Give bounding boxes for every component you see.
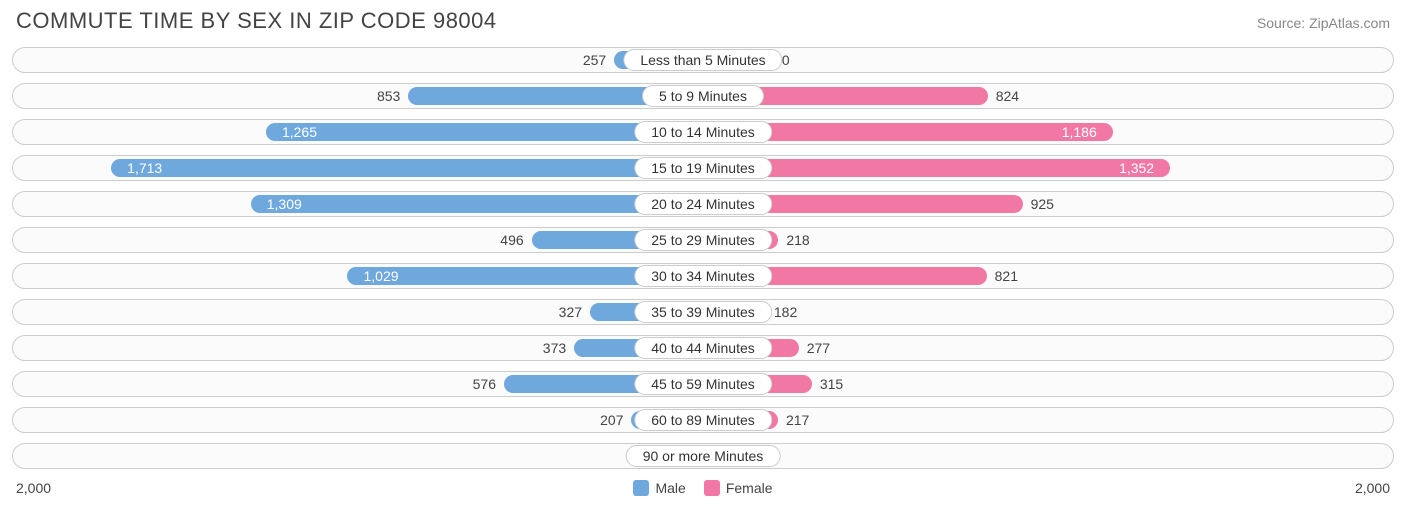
row-half-female: 1,186 [703, 116, 1394, 148]
value-label-male: 327 [551, 304, 590, 320]
value-label-male: 1,309 [259, 196, 310, 212]
legend-label-male: Male [655, 480, 685, 496]
value-label-male: 1,265 [274, 124, 325, 140]
value-label-female: 182 [766, 304, 805, 320]
row-half-male: 1,713 [12, 152, 703, 184]
row-half-female: 821 [703, 260, 1394, 292]
axis-max-right: 2,000 [1355, 480, 1390, 496]
chart-row: 207 217 60 to 89 Minutes [12, 404, 1394, 436]
row-half-female: 182 [703, 296, 1394, 328]
value-label-male: 207 [592, 412, 631, 428]
row-half-male: 1,029 [12, 260, 703, 292]
chart-row: 257 160Less than 5 Minutes [12, 44, 1394, 76]
category-pill: 40 to 44 Minutes [634, 337, 772, 359]
row-half-female: 10 [703, 440, 1394, 472]
chart-header: COMMUTE TIME BY SEX IN ZIP CODE 98004 So… [12, 8, 1394, 44]
row-half-female: 277 [703, 332, 1394, 364]
chart-row: 1,713 1,352 15 to 19 Minutes [12, 152, 1394, 184]
legend-item-male: Male [633, 480, 685, 496]
row-half-male: 207 [12, 404, 703, 436]
category-pill: 25 to 29 Minutes [634, 229, 772, 251]
legend-item-female: Female [704, 480, 773, 496]
value-label-female: 277 [799, 340, 838, 356]
legend-swatch-male [633, 480, 649, 496]
row-half-female: 160 [703, 44, 1394, 76]
value-label-male: 853 [369, 88, 408, 104]
value-label-female: 821 [987, 268, 1026, 284]
row-half-male: 496 [12, 224, 703, 256]
category-pill: 35 to 39 Minutes [634, 301, 772, 323]
row-half-male: 79 [12, 440, 703, 472]
bar-male: 1,713 [111, 159, 703, 177]
value-label-male: 576 [465, 376, 504, 392]
value-label-female: 1,352 [1111, 160, 1162, 176]
axis-max-left: 2,000 [16, 480, 51, 496]
value-label-female: 217 [778, 412, 817, 428]
category-pill: 10 to 14 Minutes [634, 121, 772, 143]
row-half-male: 1,309 [12, 188, 703, 220]
row-half-male: 373 [12, 332, 703, 364]
chart-row: 373 277 40 to 44 Minutes [12, 332, 1394, 364]
row-half-male: 1,265 [12, 116, 703, 148]
value-label-female: 1,186 [1054, 124, 1105, 140]
row-half-male: 327 [12, 296, 703, 328]
row-half-female: 925 [703, 188, 1394, 220]
row-half-female: 315 [703, 368, 1394, 400]
chart-container: COMMUTE TIME BY SEX IN ZIP CODE 98004 So… [0, 0, 1406, 523]
chart-legend: Male Female [51, 480, 1355, 496]
value-label-male: 1,713 [119, 160, 170, 176]
value-label-female: 218 [778, 232, 817, 248]
row-half-male: 257 [12, 44, 703, 76]
legend-label-female: Female [726, 480, 773, 496]
chart-area: 257 160Less than 5 Minutes 853 824 5 to 9 Mi… [12, 44, 1394, 472]
value-label-male: 496 [492, 232, 531, 248]
value-label-male: 1,029 [355, 268, 406, 284]
value-label-female: 824 [988, 88, 1027, 104]
category-pill: Less than 5 Minutes [623, 49, 782, 71]
chart-row: 791090 or more Minutes [12, 440, 1394, 472]
chart-row: 576 315 45 to 59 Minutes [12, 368, 1394, 400]
chart-footer: 2,000 Male Female 2,000 [12, 476, 1394, 496]
category-pill: 60 to 89 Minutes [634, 409, 772, 431]
chart-row: 327 18235 to 39 Minutes [12, 296, 1394, 328]
category-pill: 90 or more Minutes [626, 445, 781, 467]
chart-title: COMMUTE TIME BY SEX IN ZIP CODE 98004 [16, 8, 497, 34]
chart-row: 1,309 925 20 to 24 Minutes [12, 188, 1394, 220]
row-half-female: 218 [703, 224, 1394, 256]
chart-row: 496 218 25 to 29 Minutes [12, 224, 1394, 256]
category-pill: 20 to 24 Minutes [634, 193, 772, 215]
row-half-female: 1,352 [703, 152, 1394, 184]
value-label-male: 257 [575, 52, 614, 68]
value-label-female: 925 [1023, 196, 1062, 212]
row-half-male: 853 [12, 80, 703, 112]
category-pill: 30 to 34 Minutes [634, 265, 772, 287]
category-pill: 15 to 19 Minutes [634, 157, 772, 179]
chart-row: 1,029 821 30 to 34 Minutes [12, 260, 1394, 292]
row-half-male: 576 [12, 368, 703, 400]
value-label-female: 315 [812, 376, 851, 392]
chart-row: 853 824 5 to 9 Minutes [12, 80, 1394, 112]
row-half-female: 217 [703, 404, 1394, 436]
row-half-female: 824 [703, 80, 1394, 112]
value-label-male: 373 [535, 340, 574, 356]
legend-swatch-female [704, 480, 720, 496]
chart-row: 1,265 1,186 10 to 14 Minutes [12, 116, 1394, 148]
category-pill: 45 to 59 Minutes [634, 373, 772, 395]
bar-female: 1,352 [703, 159, 1170, 177]
category-pill: 5 to 9 Minutes [642, 85, 764, 107]
chart-source: Source: ZipAtlas.com [1257, 15, 1390, 31]
